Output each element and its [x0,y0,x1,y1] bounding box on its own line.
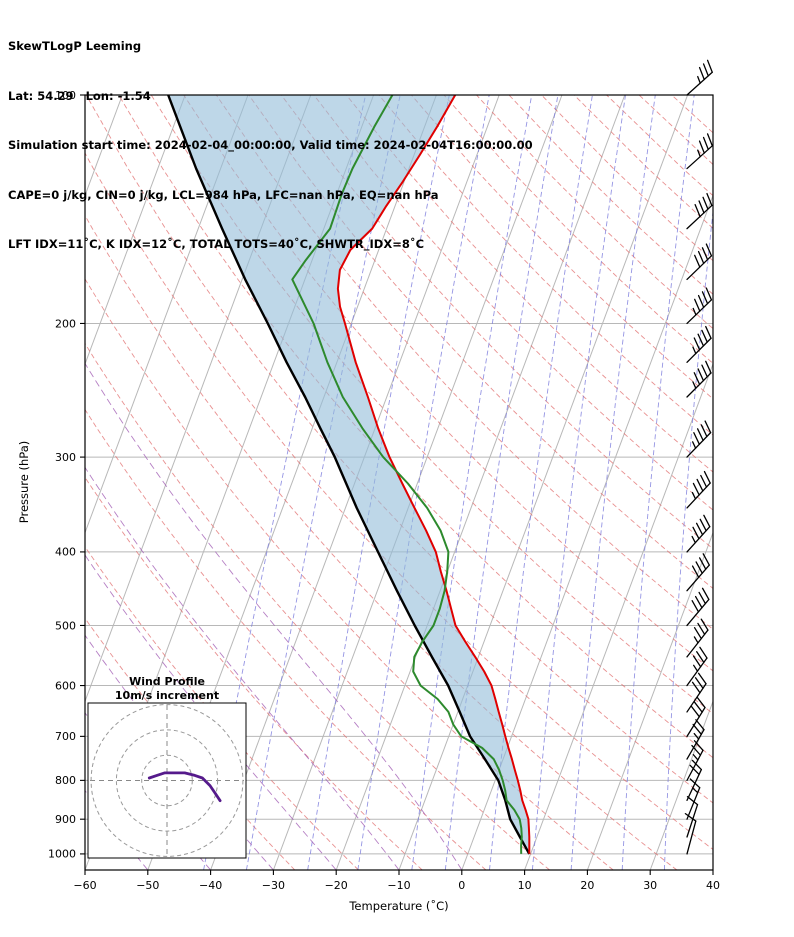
x-tick-label: 10 [518,879,532,892]
y-tick-label: 800 [55,774,76,787]
cape-line: CAPE=0 j/kg, CIN=0 j/kg, LCL=984 hPa, LF… [8,187,439,202]
y-tick-label: 700 [55,730,76,743]
figure-title: SkewTLogP Leeming [8,39,142,53]
wind-barbs [684,59,713,855]
y-tick-label: 1000 [48,848,76,861]
x-tick-label: −30 [262,879,285,892]
y-tick-label: 400 [55,546,76,559]
axis-ticks: −60 −50 −40 −30 −20 −10 0 10 20 30 40 100 200 300 400 5… [48,89,720,892]
x-tick-label: 40 [706,879,720,892]
x-tick-label: −40 [199,879,222,892]
hodograph-subtitle: 10m/s increment [115,689,219,702]
dewpoint-curve [291,95,523,854]
x-tick-label: −10 [387,879,410,892]
x-axis-label: Temperature (˚C) [348,898,448,913]
x-tick-label: 0 [458,879,465,892]
header-block: SkewTLogP Leeming Lat: 54.29 Lon: -1.54 … [8,5,533,286]
time-line: Simulation start time: 2024-02-04_00:00:… [8,138,533,152]
hodograph-trace [147,771,222,803]
hodograph-inset [87,702,247,859]
y-tick-label: 600 [55,679,76,692]
y-tick-label: 500 [55,619,76,632]
y-tick-label: 100 [55,89,76,102]
y-axis-label: Pressure (hPa) [17,441,31,524]
y-tick-label: 300 [55,451,76,464]
plot-area [85,95,713,870]
hodograph-title: Wind Profile [129,675,205,688]
y-tick-label: 200 [55,317,76,330]
x-tick-label: 20 [580,879,594,892]
location-line: Lat: 54.29 Lon: -1.54 [8,88,151,103]
x-tick-label: 30 [643,879,657,892]
temperature-curve [336,95,531,854]
x-tick-label: −20 [325,879,348,892]
x-tick-label: −60 [73,879,96,892]
cape-shade-area [168,95,530,854]
y-tick-label: 900 [55,813,76,826]
x-tick-label: −50 [136,879,159,892]
chart-canvas: −60 −50 −40 −30 −20 −10 0 10 20 30 40 100 200 300 400 5… [48,59,720,892]
parcel-curve [167,95,531,855]
indices-line: LFT IDX=11˚C, K IDX=12˚C, TOTAL TOTS=40˚… [8,237,425,251]
